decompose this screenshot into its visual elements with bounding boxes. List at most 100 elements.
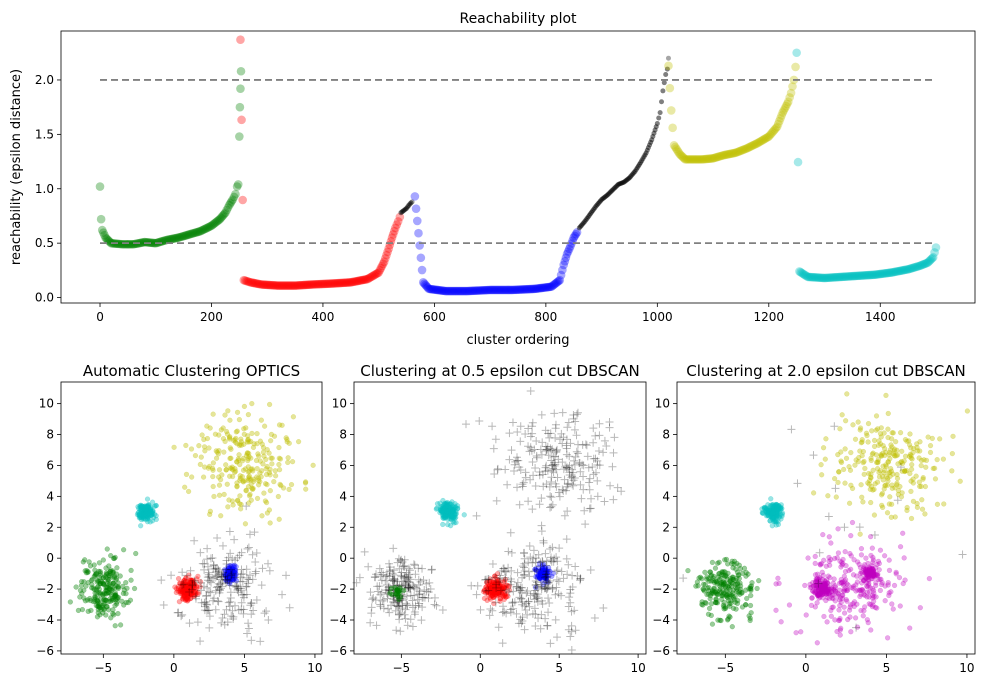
optics-cluster-point bbox=[210, 411, 216, 417]
dbscan-20-cluster-point bbox=[864, 432, 870, 439]
reach-point bbox=[674, 147, 683, 157]
reach-point bbox=[283, 281, 293, 290]
dbscan-20-cluster-point bbox=[727, 587, 733, 593]
reach-point bbox=[453, 286, 463, 296]
optics-cluster-point bbox=[91, 573, 97, 580]
dbscan-20-cluster-point bbox=[818, 561, 825, 567]
dbscan-20-cluster-point bbox=[866, 601, 872, 607]
reach-point bbox=[140, 237, 149, 247]
optics-cluster-point bbox=[249, 400, 255, 407]
reach-point bbox=[835, 272, 845, 282]
optics-cluster-point bbox=[113, 593, 119, 599]
reach-point bbox=[903, 264, 913, 274]
reach-point bbox=[306, 280, 315, 289]
dbscan-20-cluster-point bbox=[897, 430, 904, 436]
reach-point bbox=[744, 142, 754, 152]
reach-point bbox=[176, 232, 185, 242]
reach-point bbox=[480, 285, 490, 295]
dbscan-20-cluster-point bbox=[849, 485, 856, 492]
reach-point bbox=[209, 219, 219, 229]
optics-cluster-point bbox=[184, 587, 191, 594]
optics-cluster-point bbox=[113, 583, 119, 589]
dbscan-20-cluster-point bbox=[910, 498, 917, 504]
optics-cluster-point bbox=[238, 442, 245, 448]
dbscan-20-cluster-point bbox=[881, 430, 887, 436]
reach-point bbox=[863, 270, 872, 280]
optics-cluster-point bbox=[88, 607, 94, 614]
optics-cluster-point bbox=[111, 574, 117, 581]
optics-cluster-point bbox=[216, 432, 222, 438]
optics-cluster-point bbox=[97, 572, 104, 578]
optics-cluster-point bbox=[105, 576, 111, 583]
optics-cluster-point bbox=[99, 602, 106, 609]
optics-cluster-point bbox=[185, 594, 191, 600]
optics-cluster-point bbox=[179, 596, 186, 602]
reach-point bbox=[473, 286, 483, 295]
reach-point bbox=[334, 278, 344, 288]
reach-point bbox=[469, 286, 479, 296]
dbscan-20-cluster-point bbox=[899, 490, 905, 496]
reach-point bbox=[327, 279, 336, 288]
optics-cluster-point bbox=[216, 482, 223, 488]
reach-point bbox=[807, 272, 816, 282]
dbscan-20-cluster-point bbox=[900, 530, 906, 536]
dbscan-20-cluster-point bbox=[727, 578, 733, 584]
dbscan-20-cluster-point bbox=[846, 500, 853, 506]
optics-cluster-point bbox=[228, 455, 234, 461]
dbscan-20-cluster-point bbox=[878, 581, 885, 588]
reach-point bbox=[189, 228, 199, 238]
optics-cluster-point bbox=[103, 570, 109, 576]
reach-point bbox=[115, 239, 125, 249]
dbscan-05-xtick-label: 0 bbox=[476, 661, 484, 675]
reach-point bbox=[333, 278, 342, 288]
reach-point bbox=[166, 234, 175, 244]
reach-point bbox=[360, 275, 370, 284]
reach-point bbox=[916, 261, 925, 270]
optics-cluster-point bbox=[189, 587, 196, 593]
reach-point bbox=[708, 153, 718, 163]
reach-point bbox=[571, 229, 581, 239]
reach-point bbox=[277, 281, 287, 290]
dbscan-20-cluster-point bbox=[821, 578, 828, 584]
reach-point bbox=[656, 115, 662, 121]
dbscan-20-cluster-point bbox=[860, 613, 866, 619]
reach-point bbox=[96, 214, 106, 224]
reach-point bbox=[301, 280, 311, 290]
reach-point bbox=[889, 267, 899, 277]
reach-point bbox=[698, 154, 708, 164]
optics-xtick-label: 0 bbox=[170, 661, 178, 675]
reach-point bbox=[558, 265, 567, 275]
optics-cluster-point bbox=[188, 577, 195, 583]
optics-cluster-point bbox=[110, 569, 117, 576]
reach-point bbox=[858, 271, 868, 280]
dbscan-20-cluster-point bbox=[858, 482, 864, 488]
dbscan-20-cluster-point bbox=[864, 617, 870, 623]
optics-cluster-point bbox=[258, 417, 265, 423]
reach-point bbox=[543, 282, 553, 292]
reach-point bbox=[690, 155, 700, 164]
reach-point bbox=[119, 239, 128, 249]
reach-point bbox=[864, 270, 874, 280]
optics-cluster-point bbox=[184, 590, 191, 596]
reach-point bbox=[120, 239, 130, 249]
optics-cluster-point bbox=[89, 585, 95, 591]
dbscan-20-cluster-point bbox=[712, 565, 719, 571]
optics-cluster-point bbox=[178, 584, 185, 590]
optics-cluster-point bbox=[98, 596, 104, 603]
reach-point bbox=[207, 221, 216, 231]
reach-point bbox=[102, 234, 111, 244]
optics-cluster-point bbox=[175, 585, 182, 592]
reach-point bbox=[926, 255, 936, 264]
dbscan-20-cluster-point bbox=[798, 629, 804, 635]
optics-cluster-point bbox=[248, 455, 254, 461]
reach-point bbox=[332, 278, 341, 288]
reach-point bbox=[199, 225, 209, 234]
optics-cluster-point bbox=[93, 571, 99, 577]
reach-point bbox=[276, 281, 286, 290]
reach-point bbox=[217, 212, 227, 221]
reach-point bbox=[838, 272, 847, 282]
optics-cluster-point bbox=[138, 523, 144, 529]
reach-point bbox=[792, 48, 801, 58]
dbscan-05-cluster-point bbox=[449, 508, 455, 515]
optics-cluster-point bbox=[245, 477, 251, 483]
